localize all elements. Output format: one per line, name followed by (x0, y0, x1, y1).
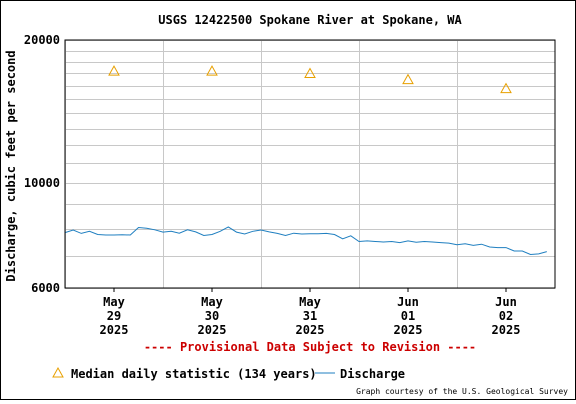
y-tick-label: 6000 (31, 281, 60, 295)
x-tick-label: 2025 (492, 323, 521, 337)
chart-title: USGS 12422500 Spokane River at Spokane, … (158, 13, 462, 27)
x-tick-label: 2025 (198, 323, 227, 337)
credit-text: Graph courtesy of the U.S. Geological Su… (356, 387, 568, 396)
y-tick-label: 20000 (24, 33, 60, 47)
provisional-notice: ---- Provisional Data Subject to Revisio… (144, 340, 476, 354)
y-axis-label: Discharge, cubic feet per second (4, 50, 18, 281)
x-tick-label: 2025 (100, 323, 129, 337)
x-tick-label: 2025 (394, 323, 423, 337)
x-tick-label: 2025 (296, 323, 325, 337)
median-point (500, 82, 512, 94)
legend-median-label: Median daily statistic (134 years) (71, 367, 317, 381)
x-tick-label: May (201, 295, 223, 309)
x-tick-label: 01 (401, 309, 415, 323)
x-tick-label: 31 (303, 309, 317, 323)
x-tick-label: Jun (397, 295, 419, 309)
x-axis-ticks: May292025May302025May312025Jun012025Jun0… (100, 288, 521, 337)
plot-border (64, 39, 556, 289)
legend: Median daily statistic (134 years) Disch… (52, 366, 405, 381)
x-tick-label: 30 (205, 309, 219, 323)
legend-triangle-icon (52, 366, 64, 378)
series (64, 65, 547, 256)
legend-discharge-label: Discharge (340, 367, 405, 381)
x-tick-label: 29 (107, 309, 121, 323)
median-point (402, 73, 414, 85)
y-tick-label: 10000 (24, 176, 60, 190)
x-tick-label: May (299, 295, 321, 309)
y-axis-ticks: 6000 10000 20000 (24, 33, 60, 295)
x-tick-label: Jun (495, 295, 517, 309)
x-tick-label: 02 (499, 309, 513, 323)
median-point (304, 67, 316, 78)
median-point (206, 65, 218, 76)
median-point (108, 65, 120, 76)
x-tick-label: May (103, 295, 125, 309)
discharge-line (64, 226, 547, 256)
